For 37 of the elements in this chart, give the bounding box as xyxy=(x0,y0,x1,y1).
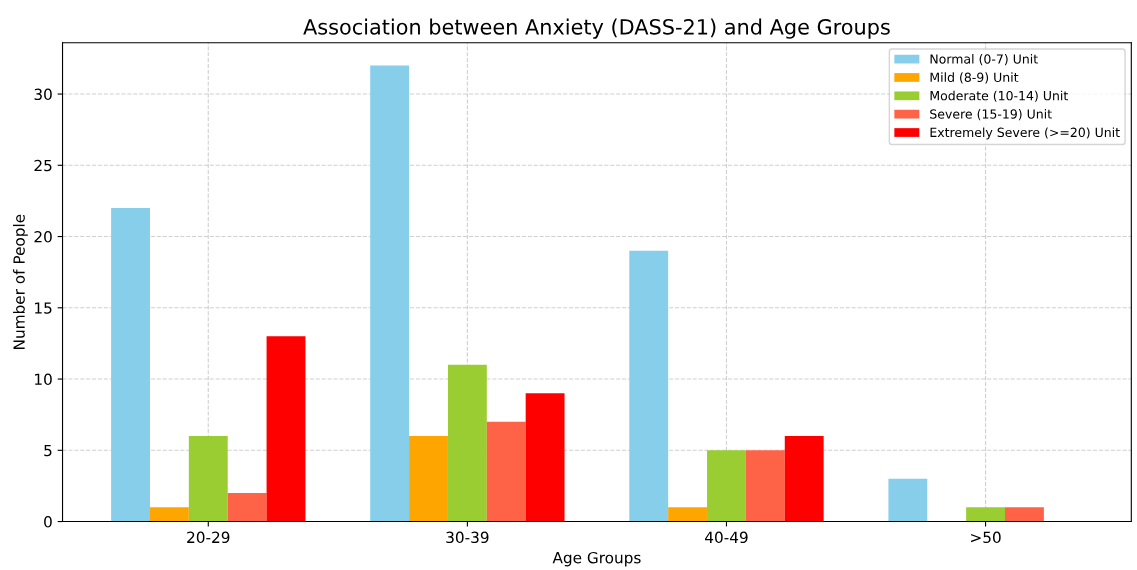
bar xyxy=(370,65,410,522)
legend-label: Moderate (10-14) Unit xyxy=(930,90,1068,102)
legend-label: Severe (15-19) Unit xyxy=(930,109,1052,121)
bar xyxy=(784,436,824,522)
y-tick-label: 30 xyxy=(34,88,52,101)
bar xyxy=(668,507,708,522)
y-tick-label: 10 xyxy=(35,373,52,386)
x-tick-label: 40-49 xyxy=(705,531,748,544)
chart-title: Association between Anxiety (DASS-21) and Age Groups xyxy=(303,18,890,39)
bar xyxy=(149,507,189,522)
bar xyxy=(629,250,669,522)
bar xyxy=(111,208,150,522)
bar xyxy=(486,421,526,522)
bar xyxy=(745,450,785,522)
bar xyxy=(1005,507,1044,522)
x-tick-label: 30-39 xyxy=(446,531,489,544)
legend-label: Mild (8-9) Unit xyxy=(930,72,1019,84)
legend-label: Extremely Severe (>=20) Unit xyxy=(930,127,1120,140)
bar xyxy=(707,450,746,522)
y-tick-label: 20 xyxy=(34,231,52,243)
x-axis-title: Age Groups xyxy=(552,551,641,567)
bar xyxy=(409,436,448,522)
bar xyxy=(888,478,928,522)
y-tick-label: 15 xyxy=(35,302,52,314)
legend-label: Normal (0-7) Unit xyxy=(930,54,1038,66)
bar xyxy=(525,393,565,522)
y-tick-label: 0 xyxy=(44,516,52,528)
bar xyxy=(447,364,487,522)
bar xyxy=(227,493,267,522)
bar xyxy=(188,436,228,522)
x-tick-label: 20-29 xyxy=(187,531,230,544)
y-tick-label: 5 xyxy=(44,444,52,457)
x-tick-label: >50 xyxy=(971,531,1001,544)
y-tick-label: 25 xyxy=(34,159,52,172)
y-axis-title: Number of People xyxy=(13,214,28,349)
bar xyxy=(966,507,1005,522)
bar xyxy=(266,336,306,522)
